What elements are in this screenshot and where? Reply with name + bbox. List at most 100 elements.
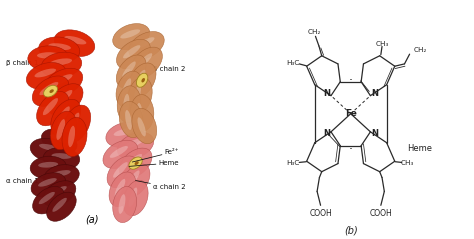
Ellipse shape <box>48 43 71 50</box>
Ellipse shape <box>121 164 150 197</box>
Ellipse shape <box>128 77 152 114</box>
Text: Fe²⁺: Fe²⁺ <box>132 149 179 162</box>
Ellipse shape <box>52 153 72 159</box>
Text: CH₃: CH₃ <box>376 41 389 47</box>
Ellipse shape <box>103 140 137 168</box>
Text: COOH: COOH <box>369 209 392 218</box>
Ellipse shape <box>141 78 145 82</box>
Ellipse shape <box>37 52 60 59</box>
Ellipse shape <box>115 179 125 197</box>
Ellipse shape <box>134 85 141 105</box>
Ellipse shape <box>49 89 54 93</box>
Ellipse shape <box>134 70 146 88</box>
Ellipse shape <box>130 47 163 78</box>
Text: N: N <box>371 89 378 98</box>
Ellipse shape <box>135 161 139 165</box>
Ellipse shape <box>54 30 95 57</box>
Ellipse shape <box>123 180 148 216</box>
Ellipse shape <box>107 156 138 188</box>
Ellipse shape <box>125 110 132 130</box>
Text: H₃C: H₃C <box>286 60 300 66</box>
Text: α chain 1: α chain 1 <box>6 174 48 184</box>
Ellipse shape <box>33 186 64 214</box>
Text: CH₂: CH₂ <box>413 47 427 53</box>
Ellipse shape <box>44 85 57 97</box>
Ellipse shape <box>46 192 76 221</box>
Ellipse shape <box>130 95 154 131</box>
Ellipse shape <box>129 32 164 59</box>
Ellipse shape <box>120 29 140 38</box>
Ellipse shape <box>117 39 150 69</box>
Ellipse shape <box>43 181 76 206</box>
Text: N: N <box>323 89 330 98</box>
Ellipse shape <box>125 138 144 148</box>
Ellipse shape <box>113 24 150 50</box>
Ellipse shape <box>64 36 86 44</box>
Ellipse shape <box>55 90 73 105</box>
Ellipse shape <box>129 157 142 169</box>
Ellipse shape <box>116 55 146 88</box>
Ellipse shape <box>118 194 126 214</box>
Ellipse shape <box>123 94 129 114</box>
Ellipse shape <box>126 154 142 168</box>
Ellipse shape <box>30 138 66 162</box>
Ellipse shape <box>30 156 66 179</box>
Text: β chain 2: β chain 2 <box>142 66 186 76</box>
Ellipse shape <box>63 105 91 143</box>
Ellipse shape <box>51 99 81 135</box>
Text: CH₂: CH₂ <box>307 29 320 35</box>
Text: Heme: Heme <box>407 144 432 153</box>
Text: N: N <box>323 129 330 138</box>
Ellipse shape <box>136 37 155 49</box>
Ellipse shape <box>137 117 146 136</box>
Ellipse shape <box>119 148 152 178</box>
Ellipse shape <box>69 113 79 133</box>
Ellipse shape <box>137 53 152 68</box>
Ellipse shape <box>114 128 134 136</box>
Ellipse shape <box>57 106 70 125</box>
Ellipse shape <box>122 78 131 98</box>
Ellipse shape <box>128 63 156 98</box>
Ellipse shape <box>32 76 69 106</box>
Ellipse shape <box>27 63 66 89</box>
Ellipse shape <box>62 117 87 157</box>
Ellipse shape <box>116 71 142 107</box>
Ellipse shape <box>122 61 136 78</box>
Ellipse shape <box>113 186 137 223</box>
Ellipse shape <box>51 111 77 150</box>
Ellipse shape <box>39 192 55 204</box>
Ellipse shape <box>39 82 58 95</box>
Ellipse shape <box>51 134 70 143</box>
Ellipse shape <box>137 103 142 123</box>
Ellipse shape <box>38 178 57 187</box>
Ellipse shape <box>68 126 75 147</box>
Ellipse shape <box>52 198 67 212</box>
Ellipse shape <box>28 46 69 71</box>
Ellipse shape <box>48 84 83 116</box>
Ellipse shape <box>56 119 65 140</box>
Ellipse shape <box>110 146 128 158</box>
Ellipse shape <box>51 170 71 177</box>
Text: (a): (a) <box>85 215 99 225</box>
Ellipse shape <box>123 45 140 58</box>
Ellipse shape <box>41 52 82 78</box>
Text: Fe: Fe <box>345 109 356 118</box>
Text: Heme: Heme <box>129 160 179 166</box>
Ellipse shape <box>137 73 148 87</box>
Ellipse shape <box>132 108 157 144</box>
Ellipse shape <box>45 68 83 97</box>
Ellipse shape <box>52 74 73 85</box>
Ellipse shape <box>118 132 154 159</box>
Ellipse shape <box>106 122 144 147</box>
Text: β chain 1: β chain 1 <box>6 60 48 66</box>
Ellipse shape <box>38 162 58 168</box>
Ellipse shape <box>127 170 140 187</box>
Text: (b): (b) <box>344 226 357 236</box>
Ellipse shape <box>117 86 141 123</box>
Ellipse shape <box>31 173 65 197</box>
Text: α chain 2: α chain 2 <box>136 180 186 190</box>
Ellipse shape <box>113 162 128 178</box>
Ellipse shape <box>128 188 137 207</box>
Ellipse shape <box>44 165 79 188</box>
Ellipse shape <box>41 129 77 154</box>
